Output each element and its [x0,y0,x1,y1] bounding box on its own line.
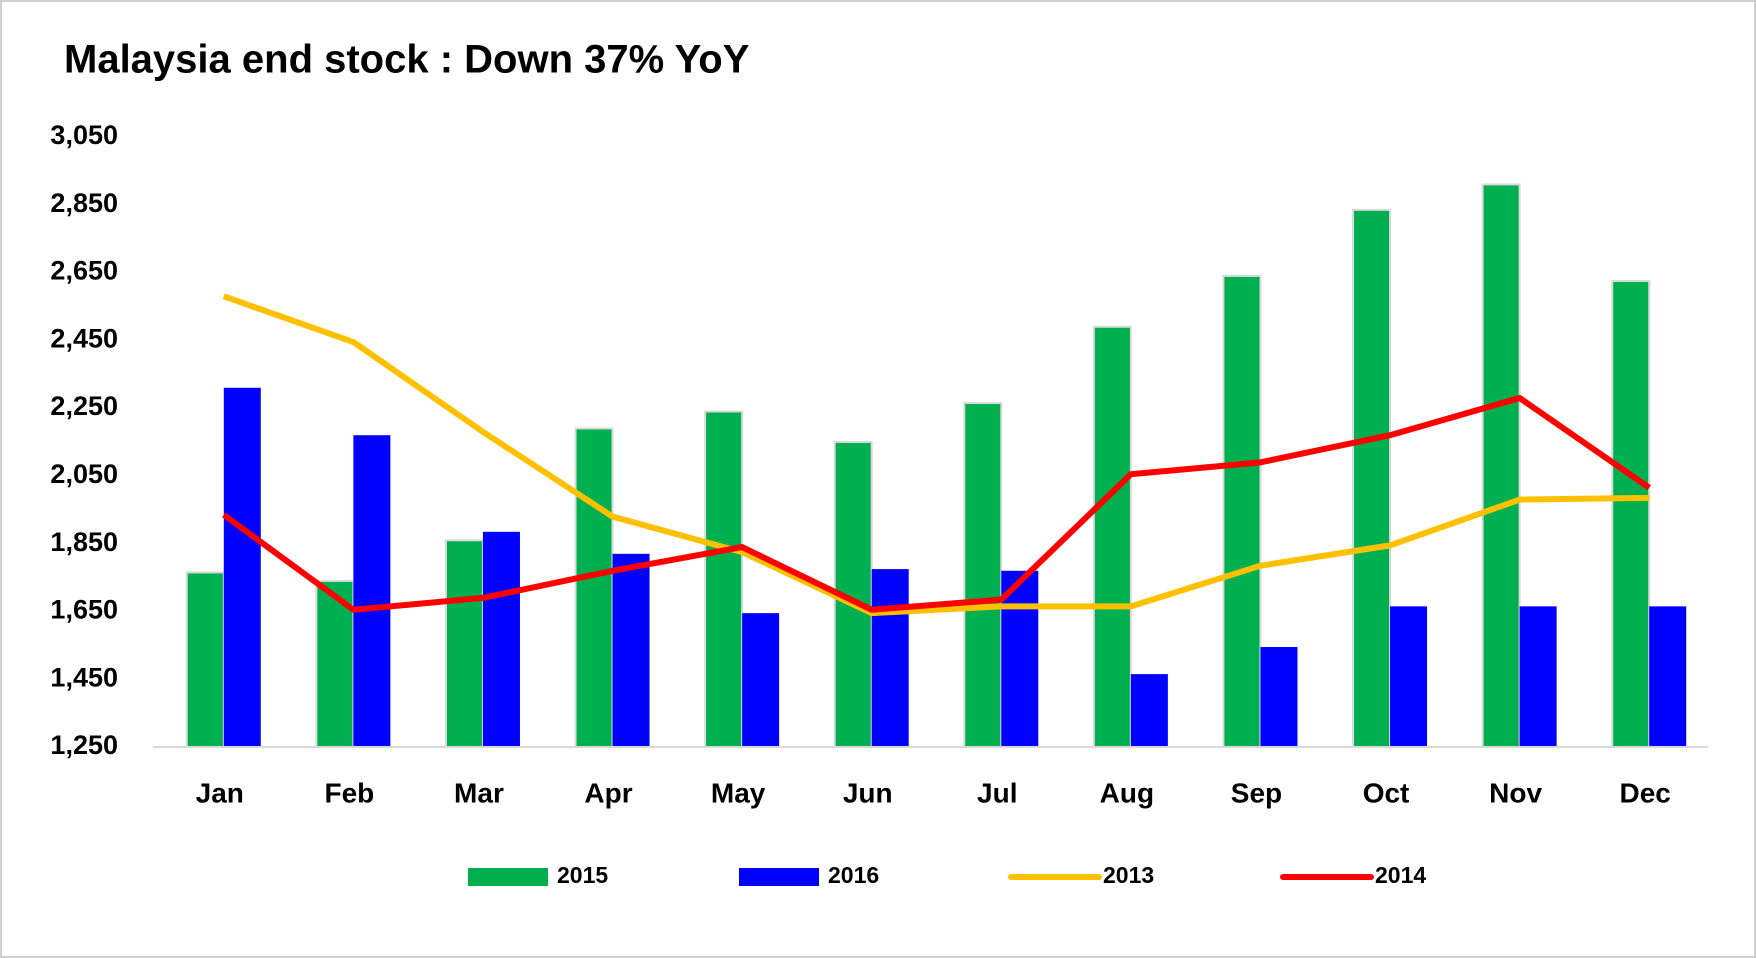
x-tick-label: Aug [1100,777,1154,808]
legend-label: 2015 [557,862,608,888]
y-tick-label: 3,050 [50,120,118,150]
bar [482,531,520,747]
bar [1390,606,1428,747]
x-tick-label: Sep [1231,777,1282,808]
y-tick-label: 2,650 [50,256,118,286]
bar [185,571,225,748]
x-tick-label: May [711,777,766,808]
y-tick-label: 1,450 [50,662,118,692]
y-tick-label: 2,450 [50,323,118,353]
y-tick-label: 2,050 [50,459,118,489]
legend-swatch [739,868,819,886]
bar [1001,570,1039,747]
bar [1352,208,1392,749]
bar [742,613,780,747]
y-tick-label: 1,250 [50,730,118,760]
x-tick-label: Jan [196,777,244,808]
y-tick-label: 2,250 [50,391,118,421]
bar [1222,274,1262,748]
bar [1130,674,1168,747]
y-tick-label: 1,850 [50,527,118,557]
x-tick-label: Jul [977,777,1017,808]
bar [1649,606,1687,747]
line-series [222,293,1650,617]
bar [1519,606,1557,747]
y-tick-label: 1,650 [50,595,118,625]
bar [704,410,744,748]
chart-title: Malaysia end stock : Down 37% YoY [64,38,750,82]
legend-swatch [468,868,548,886]
x-tick-label: Mar [454,777,504,808]
bar [353,435,391,747]
legend-label: 2014 [1375,862,1426,888]
bar [444,539,484,748]
bar [963,402,1003,748]
line-series [222,394,1651,613]
bar [574,427,614,748]
bar [1611,280,1651,748]
bar [223,387,261,747]
x-tick-label: Nov [1489,777,1542,808]
bar [871,569,909,747]
bar [1260,647,1298,747]
x-tick-label: Oct [1363,777,1410,808]
y-tick-label: 2,850 [50,188,118,218]
bar [1481,183,1521,748]
x-tick-label: Dec [1620,777,1671,808]
x-tick-label: Jun [843,777,893,808]
x-tick-label: Feb [324,777,374,808]
legend-label: 2013 [1103,862,1154,888]
legend-label: 2016 [828,862,879,888]
x-tick-label: Apr [584,777,632,808]
bar [1092,325,1132,748]
bar [612,553,650,747]
